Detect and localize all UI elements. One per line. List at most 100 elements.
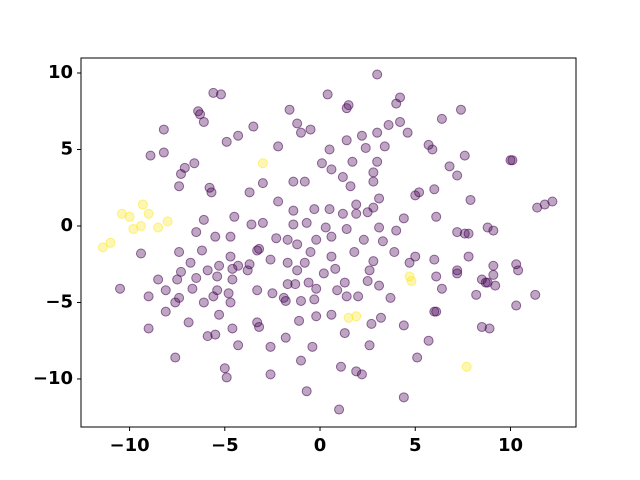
scatter-point (115, 283, 126, 294)
scatter-point (214, 309, 225, 320)
scatter-point (137, 199, 148, 210)
scatter-point (105, 237, 116, 248)
scatter-point (202, 265, 213, 276)
scatter-point (311, 311, 322, 322)
scatter-point (221, 372, 232, 383)
scatter-point (221, 136, 232, 147)
scatter-point (316, 158, 327, 169)
scatter-point (337, 208, 348, 219)
scatter-point (219, 363, 230, 374)
scatter-point (212, 271, 223, 282)
scatter-point (406, 276, 417, 287)
scatter-point (452, 268, 463, 279)
scatter-point (215, 89, 226, 100)
scatter-point (210, 329, 221, 340)
scatter-point (362, 276, 373, 287)
scatter-point (248, 121, 259, 132)
y-tick-label: 0 (60, 215, 73, 236)
scatter-point (233, 340, 244, 351)
scatter-point (265, 341, 276, 352)
scatter-point (295, 127, 306, 138)
scatter-point (311, 283, 322, 294)
x-tick-label: −5 (211, 435, 239, 456)
scatter-point (267, 288, 278, 299)
plot-frame (80, 57, 577, 428)
scatter-point (364, 340, 375, 351)
scatter-point (252, 245, 263, 256)
scatter-point (326, 309, 337, 320)
scatter-point (292, 265, 303, 276)
scatter-point (318, 268, 329, 279)
scatter-point (288, 205, 299, 216)
scatter-point (282, 234, 293, 245)
scatter-point (160, 285, 171, 296)
scatter-point (189, 158, 200, 169)
scatter-point (351, 311, 362, 322)
scatter-point (372, 127, 383, 138)
scatter-point (341, 135, 352, 146)
scatter-point (356, 369, 367, 380)
scatter-point (214, 260, 225, 271)
scatter-point (375, 312, 386, 323)
scatter-point (294, 315, 305, 326)
x-tick-label: 5 (409, 435, 422, 456)
scatter-point (198, 116, 209, 127)
scatter-point (341, 224, 352, 235)
scatter-point (366, 318, 377, 329)
scatter-point (292, 118, 303, 129)
scatter-point (339, 328, 350, 339)
scatter-point (301, 386, 312, 397)
scatter-point (332, 285, 343, 296)
scatter-point (343, 100, 354, 111)
scatter-point (282, 257, 293, 268)
scatter-point (507, 155, 518, 166)
scatter-point (280, 332, 291, 343)
scatter-point (229, 211, 240, 222)
scatter-point (271, 233, 282, 244)
y-tick-label: −5 (45, 291, 73, 312)
scatter-point (362, 207, 373, 218)
scatter-point (305, 246, 316, 257)
scatter-point (233, 260, 244, 271)
scatter-point (288, 219, 299, 230)
x-tick-label: 0 (314, 435, 327, 456)
scatter-point (455, 104, 466, 115)
scatter-point (436, 113, 447, 124)
scatter-point (244, 187, 255, 198)
scatter-point (158, 124, 169, 135)
scatter-point (158, 147, 169, 158)
scatter-point (257, 217, 268, 228)
scatter-point (349, 246, 360, 257)
scatter-point (368, 256, 379, 267)
scatter-point (97, 242, 108, 253)
scatter-point (476, 321, 487, 332)
scatter-point (356, 130, 367, 141)
scatter-point (227, 263, 238, 274)
scatter-point (174, 246, 185, 257)
scatter-point (431, 306, 442, 317)
scatter-point (244, 259, 255, 270)
scatter-point (124, 211, 135, 222)
scatter-point (379, 141, 390, 152)
scatter-point (175, 168, 186, 179)
scatter-point (280, 295, 291, 306)
scatter-point (345, 181, 356, 192)
scatter-point (265, 254, 276, 265)
scatter-point (324, 204, 335, 215)
scatter-point (402, 127, 413, 138)
scatter-point (374, 280, 385, 291)
scatter-point (311, 234, 322, 245)
scatter-point (135, 248, 146, 259)
scatter-point (444, 161, 455, 172)
scatter-point (153, 222, 164, 233)
scatter-point (324, 144, 335, 155)
scatter-point (484, 323, 495, 334)
scatter-point (191, 272, 202, 283)
y-tick-label: 5 (60, 138, 73, 159)
scatter-point (284, 104, 295, 115)
scatter-point (273, 141, 284, 152)
scatter-point (463, 228, 474, 239)
scatter-point (292, 239, 303, 250)
scatter-point (452, 265, 463, 276)
scatter-point (351, 366, 362, 377)
